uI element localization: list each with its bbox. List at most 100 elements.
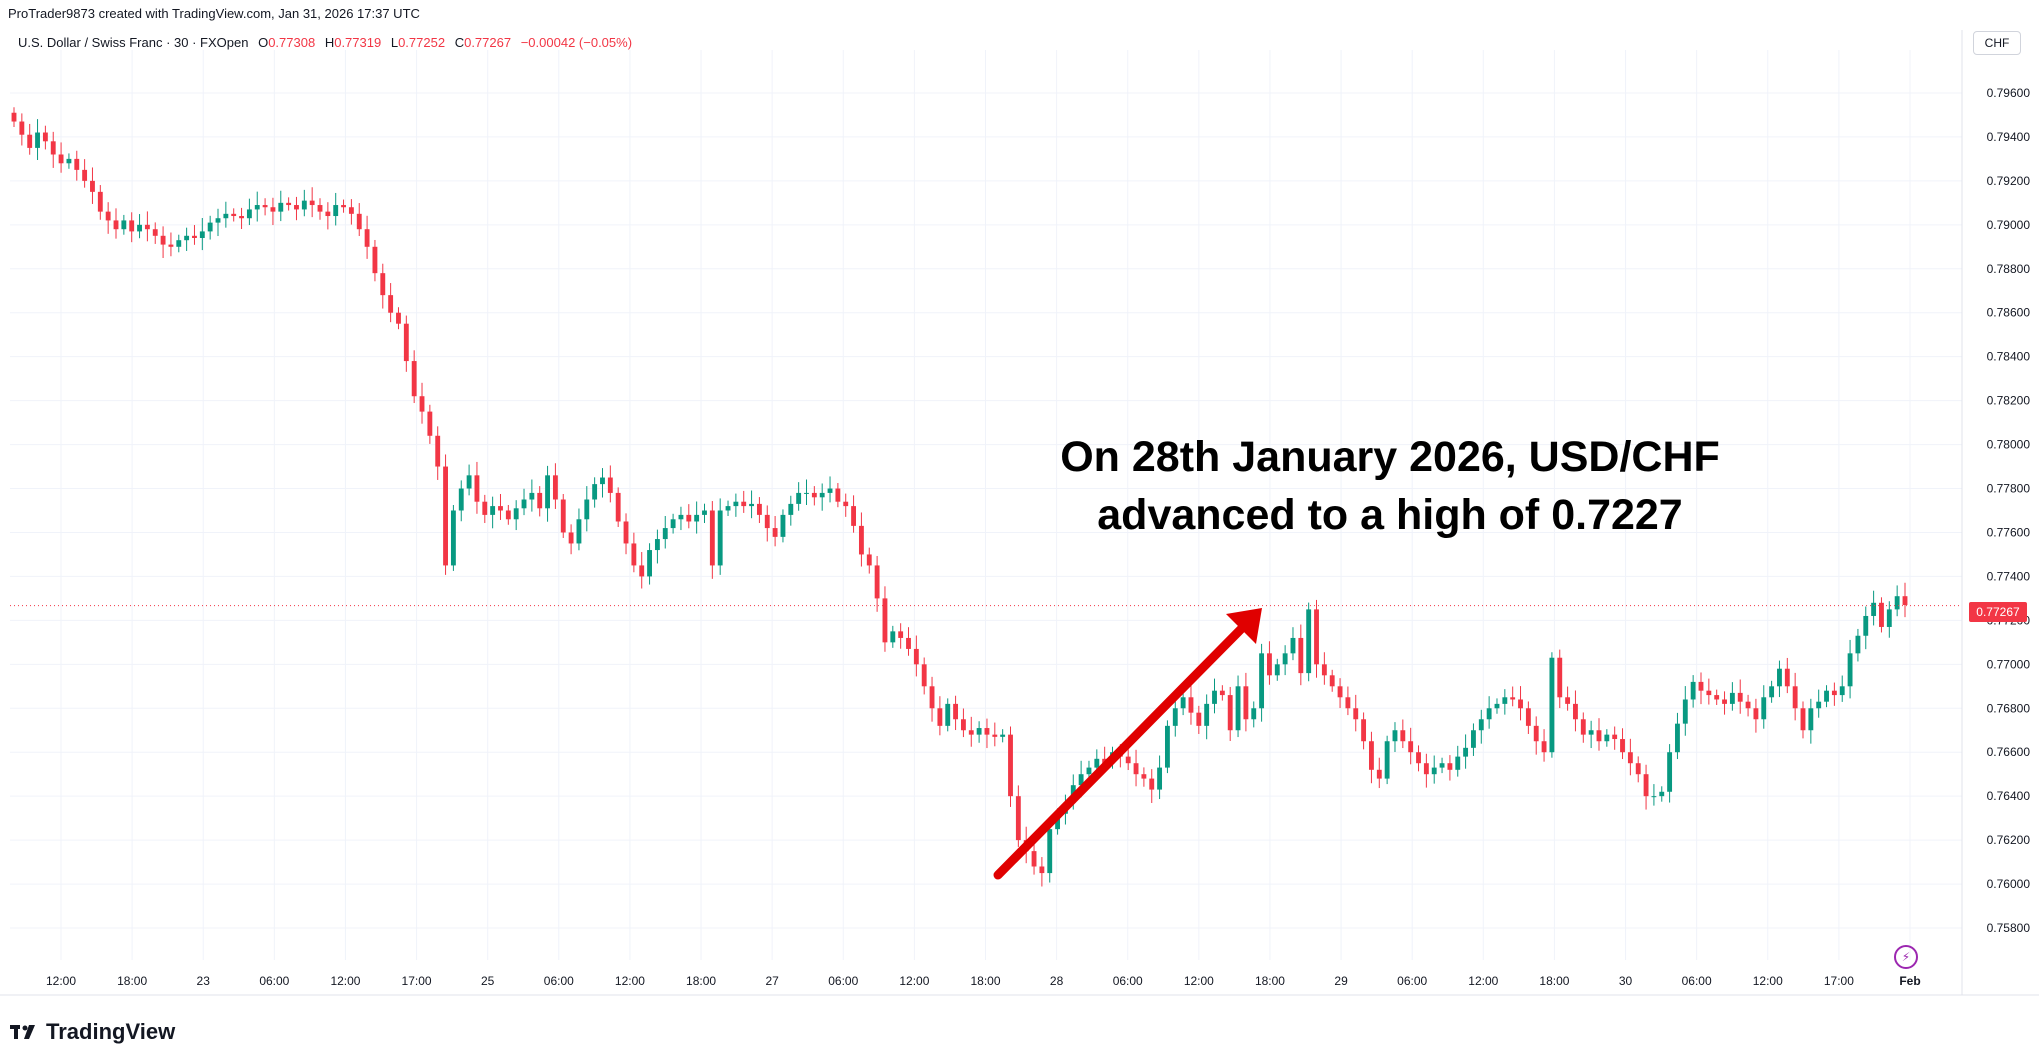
- candle-body: [600, 477, 605, 485]
- x-tick-label: 18:00: [117, 974, 147, 988]
- candle-body: [1235, 686, 1241, 731]
- legend-close-key: C: [454, 35, 465, 50]
- x-tick-label: Feb: [1899, 974, 1920, 988]
- legend-high-key: H: [324, 35, 335, 50]
- candle-body: [1353, 708, 1359, 720]
- candle-body: [1361, 719, 1367, 742]
- candle-body: [1651, 796, 1657, 798]
- currency-button[interactable]: CHF: [1973, 31, 2021, 55]
- x-tick-label: 12:00: [899, 974, 929, 988]
- candle-body: [654, 539, 660, 551]
- candle-body: [215, 218, 221, 223]
- chart-annotation: On 28th January 2026, USD/CHF advanced t…: [985, 428, 1795, 544]
- candle-body: [19, 121, 25, 135]
- candle-body: [1282, 653, 1288, 665]
- candle-body: [1580, 719, 1586, 735]
- candle-body: [1345, 697, 1351, 709]
- tradingview-logo-icon: [10, 1025, 35, 1039]
- candle-body: [741, 501, 747, 507]
- candle-body: [1463, 747, 1469, 757]
- brand-name: TradingView: [46, 1019, 176, 1044]
- candle-body: [1306, 609, 1312, 674]
- candle-body: [662, 528, 668, 540]
- candle-body: [1604, 734, 1610, 742]
- x-tick-label: 06:00: [1113, 974, 1143, 988]
- candle-body: [1094, 758, 1100, 768]
- candle-body: [607, 477, 613, 493]
- candle-body: [749, 503, 755, 507]
- candle-body: [1259, 653, 1265, 709]
- brand[interactable]: TradingView: [10, 1019, 175, 1045]
- candle-body: [1204, 703, 1210, 726]
- candle-body: [58, 154, 64, 164]
- x-tick-label: 18:00: [970, 974, 1000, 988]
- candle-body: [835, 488, 841, 502]
- legend-low-value: 0.77252: [398, 35, 446, 50]
- x-tick-label: 12:00: [1184, 974, 1214, 988]
- candle-body: [1596, 730, 1602, 742]
- candle-body: [584, 499, 590, 520]
- y-tick-label: 0.79600: [1987, 86, 2031, 100]
- y-tick-label: 0.78400: [1987, 350, 2031, 364]
- candle-body: [1800, 708, 1806, 731]
- candle-body: [1243, 686, 1249, 720]
- y-tick-label: 0.76800: [1987, 701, 2031, 715]
- y-tick-label: 0.76400: [1987, 789, 2031, 803]
- x-tick-label: 06:00: [1682, 974, 1712, 988]
- candle-body: [796, 492, 802, 504]
- grid-lines: [10, 50, 1962, 960]
- candle-body: [1722, 699, 1727, 704]
- candle-body: [199, 231, 205, 238]
- candle-body: [686, 514, 692, 522]
- candle-body: [1635, 763, 1641, 775]
- candle-body: [474, 475, 480, 502]
- candle-body: [1714, 695, 1720, 700]
- candle-body: [1321, 664, 1327, 676]
- candle-body: [1682, 699, 1688, 724]
- candle-body: [27, 134, 33, 148]
- candle-body: [615, 492, 621, 522]
- candle-body: [278, 202, 284, 212]
- candle-body: [1698, 681, 1704, 691]
- candle-body: [450, 510, 456, 566]
- candle-body: [301, 200, 307, 210]
- candle-body: [317, 205, 323, 212]
- candle-body: [1784, 668, 1790, 687]
- candle-body: [1149, 778, 1155, 790]
- candle-body: [913, 648, 919, 665]
- y-tick-label: 0.76000: [1987, 877, 2031, 891]
- candle-body: [388, 295, 394, 313]
- candle-body: [898, 631, 904, 638]
- legend-change: −0.00042 (−0.05%): [520, 35, 633, 50]
- candle-body: [1329, 675, 1335, 687]
- x-tick-label: 06:00: [828, 974, 858, 988]
- candle-body: [788, 503, 794, 515]
- symbol-title[interactable]: U.S. Dollar / Swiss Franc · 30 · FXOpen: [18, 35, 249, 50]
- candle-body: [144, 224, 150, 230]
- y-tick-label: 0.77000: [1987, 657, 2031, 671]
- candle-body: [874, 565, 880, 599]
- y-tick-label: 0.75800: [1987, 921, 2031, 935]
- candle-body: [670, 519, 676, 529]
- candle-body: [1667, 752, 1673, 792]
- candle-body: [545, 475, 550, 509]
- candle-body: [984, 728, 990, 735]
- candle-body: [262, 205, 268, 208]
- candle-body: [1643, 774, 1649, 797]
- candle-body: [1133, 763, 1139, 775]
- lightning-icon[interactable]: ⚡: [1894, 945, 1918, 969]
- candle-body: [513, 508, 519, 520]
- candle-body: [427, 411, 433, 436]
- y-tick-label: 0.77600: [1987, 525, 2031, 539]
- candle-body: [1902, 596, 1908, 605]
- candle-body: [882, 598, 888, 643]
- x-tick-label: 12:00: [1468, 974, 1498, 988]
- candle-body: [1086, 767, 1092, 775]
- candle-body: [1659, 791, 1665, 797]
- candle-body: [1219, 690, 1225, 696]
- candle-body: [552, 475, 558, 500]
- candle-body: [1008, 734, 1013, 797]
- candle-body: [1164, 725, 1170, 768]
- candle-body: [1141, 774, 1147, 779]
